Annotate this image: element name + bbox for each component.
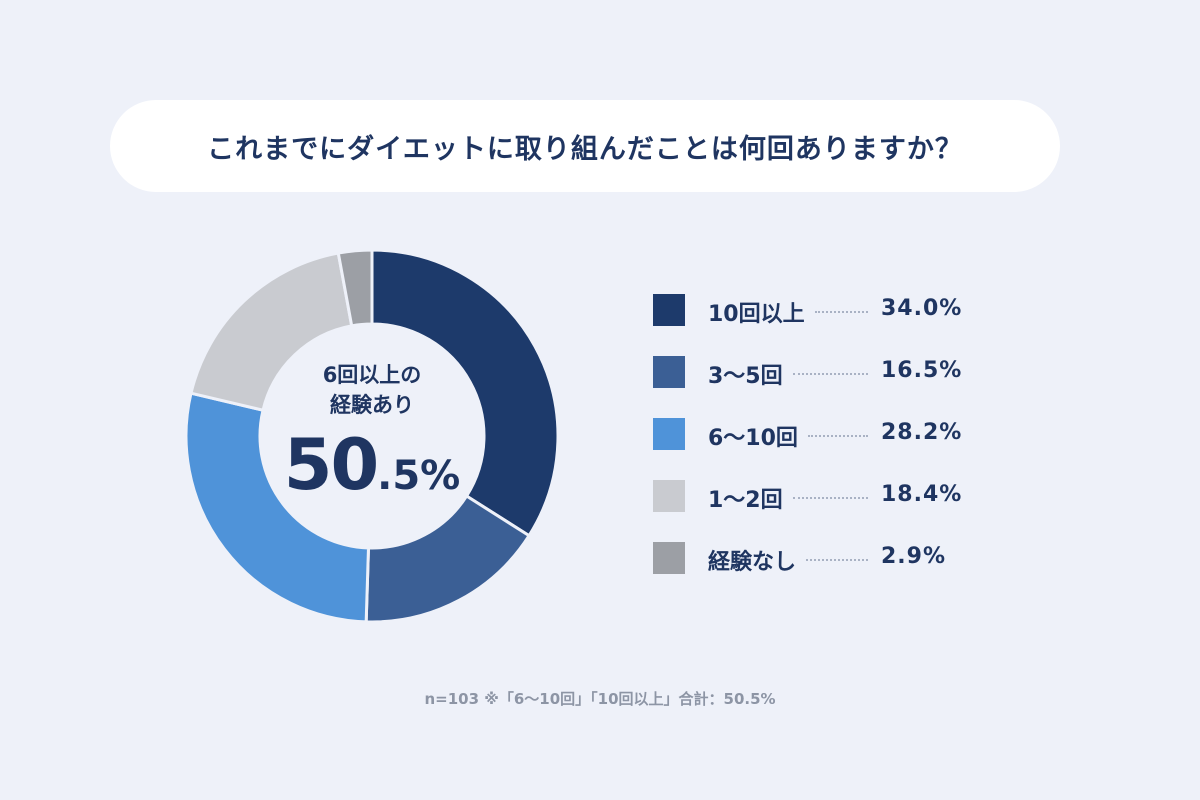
- legend-swatch: [653, 480, 685, 512]
- center-value-dec: .5%: [377, 453, 461, 499]
- legend-label: 6〜10回: [708, 426, 798, 451]
- legend-label: 1〜2回: [708, 488, 783, 513]
- legend-leader-dots: [806, 559, 868, 561]
- chart-title: これまでにダイエットに取り組んだことは何回ありますか？: [207, 133, 963, 165]
- legend-leader-dots: [793, 373, 868, 375]
- legend-swatch: [653, 294, 685, 326]
- legend-label: 経験なし: [708, 550, 797, 575]
- legend-value: 34.0%: [881, 296, 963, 321]
- donut-slice: [370, 248, 560, 538]
- center-label: 6回以上の 経験あり: [322, 363, 422, 417]
- legend-leader-dots: [793, 497, 868, 499]
- legend-swatch: [653, 542, 685, 574]
- center-value: 50.5%: [262, 424, 482, 506]
- donut-center: 6回以上の 経験あり 50.5%: [262, 360, 482, 506]
- legend: 10回以上 34.0% 3〜5回 16.5% 6〜10回 28.2% 1〜2回 …: [653, 294, 983, 604]
- donut-slice: [336, 248, 374, 328]
- legend-item: 6〜10回 28.2%: [653, 418, 983, 451]
- legend-item: 1〜2回 18.4%: [653, 480, 983, 513]
- legend-item: 経験なし 2.9%: [653, 542, 983, 575]
- center-value-int: 50: [283, 424, 379, 506]
- legend-swatch: [653, 418, 685, 450]
- legend-value: 2.9%: [881, 544, 947, 569]
- footnote: n=103 ※「6〜10回」「10回以上」合計：50.5%: [424, 690, 776, 708]
- legend-item: 10回以上 34.0%: [653, 294, 983, 327]
- donut-slice: [184, 391, 371, 624]
- title-banner: これまでにダイエットに取り組んだことは何回ありますか？: [110, 100, 1060, 192]
- legend-leader-dots: [808, 435, 868, 437]
- legend-value: 16.5%: [881, 358, 963, 383]
- legend-label: 10回以上: [708, 302, 805, 327]
- legend-value: 28.2%: [881, 420, 963, 445]
- legend-item: 3〜5回 16.5%: [653, 356, 983, 389]
- legend-swatch: [653, 356, 685, 388]
- legend-label: 3〜5回: [708, 364, 783, 389]
- legend-leader-dots: [815, 311, 868, 313]
- legend-value: 18.4%: [881, 482, 963, 507]
